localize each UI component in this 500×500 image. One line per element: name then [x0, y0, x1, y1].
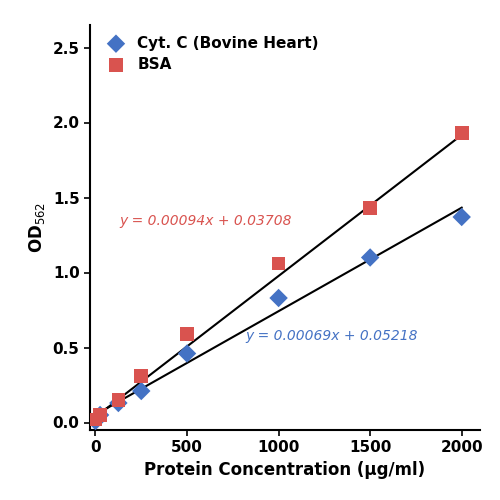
Cyt. C (Bovine Heart) — [458, 213, 466, 221]
BSA — [274, 260, 282, 268]
Cyt. C (Bovine Heart) — [114, 399, 122, 407]
Cyt. C (Bovine Heart) — [183, 350, 191, 358]
BSA — [183, 330, 191, 338]
X-axis label: Protein Concentration (μg/ml): Protein Concentration (μg/ml) — [144, 461, 426, 479]
Text: y = 0.00094x + 0.03708: y = 0.00094x + 0.03708 — [120, 214, 292, 228]
BSA — [366, 204, 374, 212]
BSA — [96, 411, 104, 419]
Cyt. C (Bovine Heart) — [366, 254, 374, 262]
BSA — [458, 129, 466, 137]
BSA — [138, 372, 145, 380]
BSA — [92, 416, 100, 424]
Y-axis label: OD$_{562}$: OD$_{562}$ — [27, 202, 47, 253]
Legend: Cyt. C (Bovine Heart), BSA: Cyt. C (Bovine Heart), BSA — [98, 32, 322, 75]
Cyt. C (Bovine Heart) — [274, 294, 282, 302]
BSA — [114, 396, 122, 404]
Cyt. C (Bovine Heart) — [138, 387, 145, 395]
Text: y = 0.00069x + 0.05218: y = 0.00069x + 0.05218 — [246, 329, 418, 343]
Cyt. C (Bovine Heart) — [96, 411, 104, 419]
Cyt. C (Bovine Heart) — [92, 417, 100, 425]
